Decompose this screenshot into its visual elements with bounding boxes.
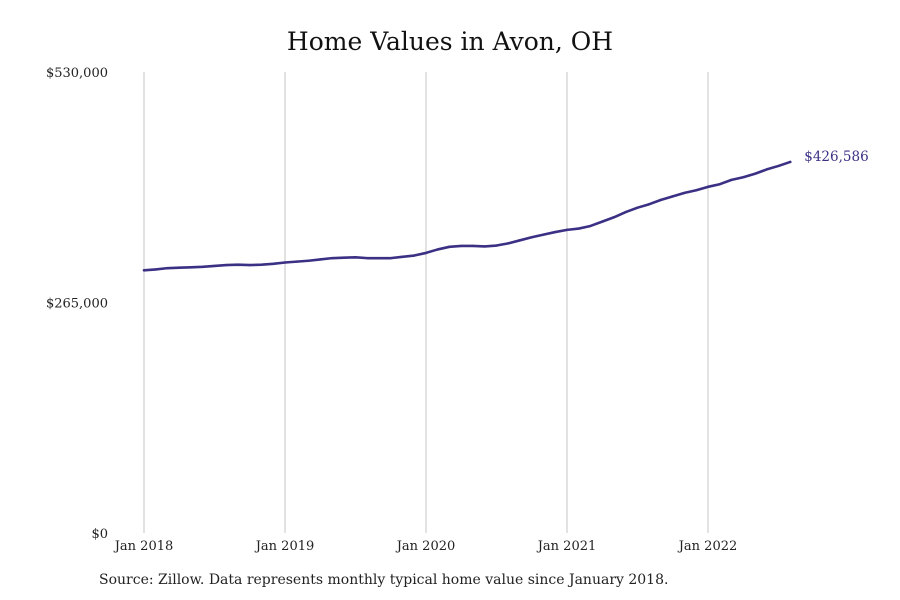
home-value-line <box>142 160 792 272</box>
data-point-2022-05 <box>753 172 757 175</box>
data-point-2019-01 <box>283 261 287 264</box>
data-point-2022-01 <box>706 185 710 189</box>
x-tick-label: Jan 2022 <box>677 539 738 554</box>
data-point-2018-04 <box>178 266 181 269</box>
data-point-2018-10 <box>248 263 251 267</box>
data-point-2019-04 <box>319 258 322 261</box>
y-axis-ticks: $0 $265,000 $530,000 <box>46 66 108 542</box>
data-point-2019-10 <box>389 256 392 260</box>
x-tick-label: Jan 2018 <box>113 539 174 554</box>
data-point-2022-06 <box>765 168 768 171</box>
data-points <box>142 160 792 272</box>
data-point-2020-11 <box>542 233 545 236</box>
data-point-2019-03 <box>307 259 310 262</box>
data-point-2019-12 <box>413 254 416 257</box>
x-tick-label: Jan 2020 <box>395 539 456 554</box>
data-point-2018-05 <box>189 266 193 269</box>
data-point-2022-02 <box>718 183 721 186</box>
last-value-label: $426,586 <box>804 149 868 165</box>
data-point-2021-11 <box>683 191 686 195</box>
data-point-2021-05 <box>612 216 616 219</box>
y-tick-label: $0 <box>91 527 108 542</box>
data-point-2021-04 <box>601 220 604 223</box>
data-point-2021-07 <box>636 206 639 209</box>
data-point-2021-10 <box>671 195 674 198</box>
data-point-2022-03 <box>730 178 733 182</box>
data-point-2021-01 <box>565 228 569 232</box>
data-point-2020-10 <box>530 236 533 239</box>
data-point-2021-12 <box>695 189 698 192</box>
data-point-2018-08 <box>225 263 228 267</box>
x-tick-label: Jan 2021 <box>536 539 597 554</box>
source-note: Source: Zillow. Data represents monthly … <box>99 572 669 588</box>
y-tick-label: $530,000 <box>46 66 108 81</box>
data-point-2018-02 <box>154 268 157 271</box>
data-point-2021-03 <box>589 224 592 228</box>
data-point-2020-12 <box>554 230 557 234</box>
data-point-2018-03 <box>166 266 169 270</box>
x-tick-label: Jan 2019 <box>254 539 315 554</box>
data-point-2019-05 <box>330 256 334 260</box>
data-point-2022-04 <box>742 176 745 179</box>
data-point-2018-07 <box>213 264 216 268</box>
data-point-2020-02 <box>436 248 439 251</box>
data-point-2019-11 <box>401 255 404 259</box>
data-point-2018-06 <box>201 265 204 269</box>
data-point-2018-09 <box>236 263 240 266</box>
data-point-2019-07 <box>354 256 357 259</box>
data-point-2018-11 <box>260 263 263 266</box>
data-point-2019-09 <box>377 256 381 260</box>
data-point-2019-08 <box>366 256 369 260</box>
data-point-2021-08 <box>648 203 651 206</box>
data-point-2018-12 <box>272 262 275 265</box>
data-point-2020-09 <box>518 239 522 242</box>
data-point-2019-02 <box>295 260 298 263</box>
data-point-2020-07 <box>495 244 498 247</box>
data-point-2020-05 <box>471 244 475 248</box>
data-point-2021-02 <box>577 227 580 230</box>
data-point-2020-03 <box>448 245 451 249</box>
y-tick-label: $265,000 <box>46 297 108 312</box>
chart-title: Home Values in Avon, OH <box>286 27 614 56</box>
data-point-2020-06 <box>483 245 486 248</box>
data-point-2020-04 <box>460 244 463 248</box>
data-point-2020-08 <box>507 242 510 245</box>
data-point-2022-08 <box>789 160 792 164</box>
data-point-2018-01 <box>142 269 146 272</box>
x-axis-ticks: Jan 2018 Jan 2019 Jan 2020 Jan 2021 Jan 2022 <box>113 539 738 554</box>
data-point-2021-09 <box>659 198 663 202</box>
data-point-2019-06 <box>342 256 345 259</box>
gridlines <box>143 72 709 533</box>
data-point-2022-07 <box>777 164 780 168</box>
data-point-2020-01 <box>424 251 428 255</box>
data-point-2021-06 <box>624 210 627 214</box>
